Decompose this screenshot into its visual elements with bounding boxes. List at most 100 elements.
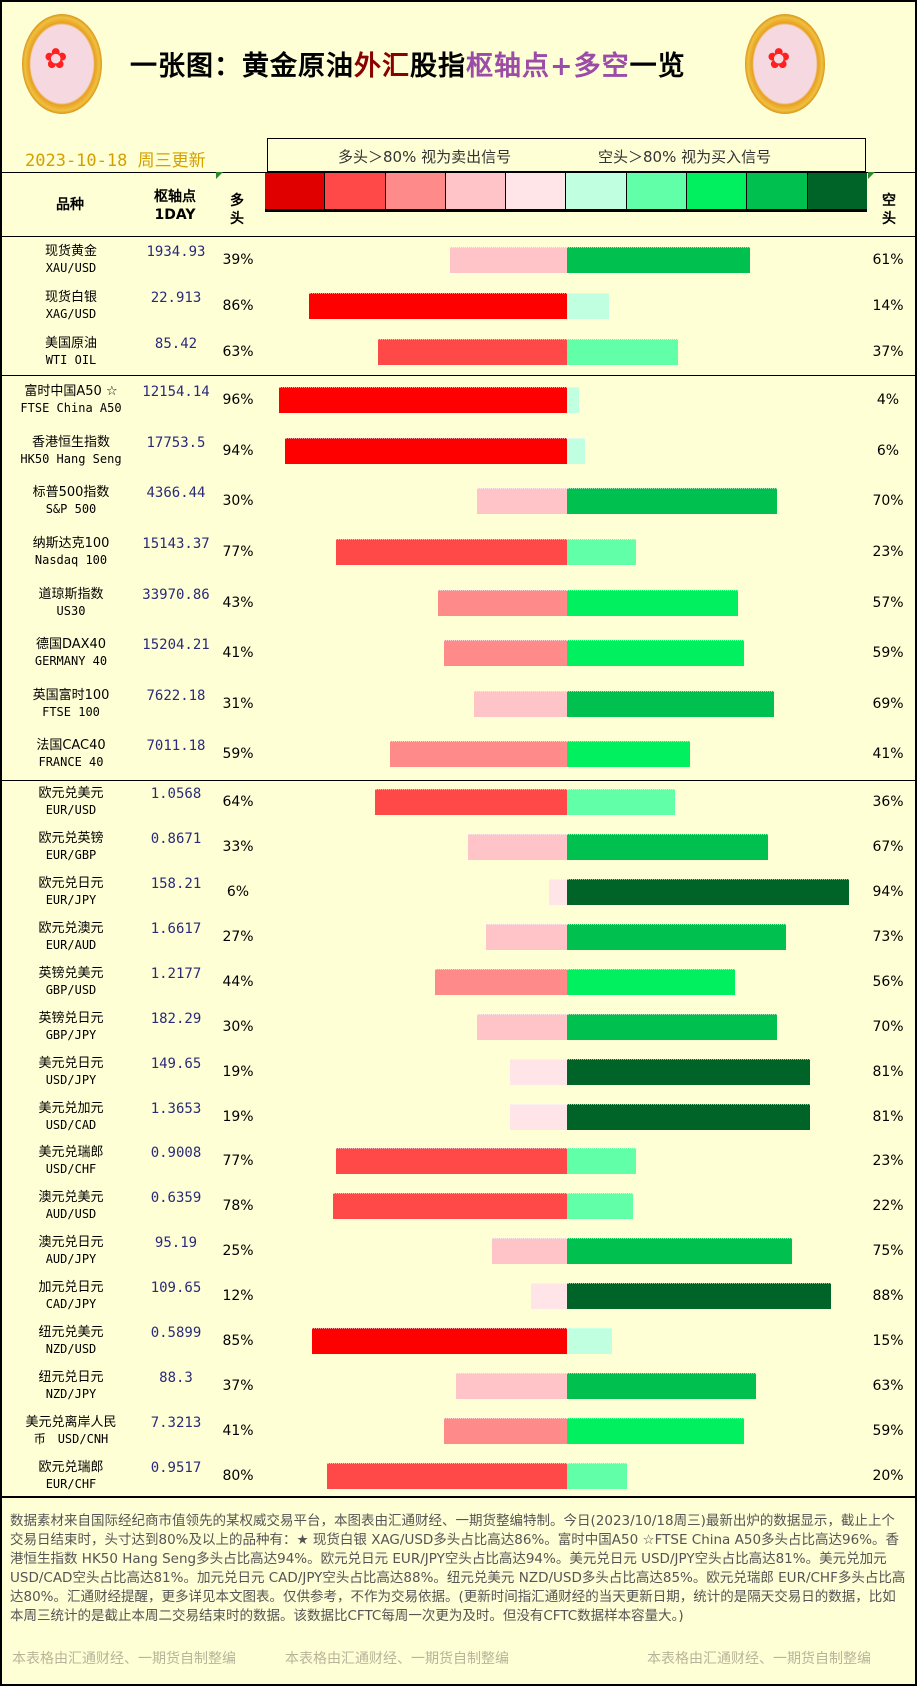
long-bar <box>309 293 567 319</box>
logo-left: ✿ <box>22 14 102 114</box>
short-percent: 36% <box>872 794 904 811</box>
instrument-name: 美元兑加元 USD/CAD <box>8 1100 134 1134</box>
short-bar <box>567 968 735 995</box>
short-percent: 70% <box>872 1018 904 1035</box>
pivot-value: 7622.18 <box>146 687 206 704</box>
long-percent: 33% <box>222 839 254 856</box>
instrument-name: 道琼斯指数 US30 <box>8 586 134 620</box>
long-bar <box>531 1283 567 1310</box>
instrument-en: EUR/AUD <box>45 937 97 952</box>
long-percent: 39% <box>222 252 254 268</box>
short-percent: 63% <box>872 1377 904 1394</box>
short-percent: 56% <box>872 973 904 990</box>
divider <box>0 236 917 237</box>
group-divider <box>0 375 917 376</box>
legend-short: 空头＞80% 视为买入信号 <box>598 148 772 166</box>
instrument-name: 澳元兑美元 AUD/USD <box>8 1189 134 1223</box>
instrument-en: Nasdaq 100 <box>34 553 108 568</box>
table-row: 纳斯达克100 Nasdaq 100 15143.37 77% 23% <box>0 527 917 578</box>
table-row: 法国CAC40 FRANCE 40 7011.18 59% 41% <box>0 729 917 780</box>
instrument-cn: 美元兑瑞郎 <box>38 1145 104 1161</box>
pivot-value: 95.19 <box>154 1235 198 1252</box>
pivot-value: 85.42 <box>154 336 198 352</box>
long-percent: 30% <box>222 493 254 510</box>
pivot-value: 12154.14 <box>142 384 210 401</box>
long-percent: 43% <box>222 594 254 611</box>
instrument-en: S&P 500 <box>45 502 97 517</box>
instrument-cn: 纽元兑日元 <box>38 1369 104 1385</box>
table-row: 澳元兑日元 AUD/JPY 95.19 25% 75% <box>0 1229 917 1274</box>
instrument-en: GBP/JPY <box>45 1027 97 1042</box>
instrument-en: GERMANY 40 <box>34 654 108 669</box>
short-bar <box>567 1103 810 1130</box>
short-bar <box>567 741 690 768</box>
instrument-name: 纽元兑日元 NZD/JPY <box>8 1369 134 1403</box>
color-swatch <box>324 173 385 209</box>
title-part: 一张图：黄金原油 <box>130 51 354 82</box>
instrument-name: 美国原油 WTI OIL <box>8 335 134 369</box>
table-row: 香港恒生指数 HK50 Hang Seng 17753.5 94% 6% <box>0 426 917 477</box>
logo-right: ✿ <box>745 14 825 114</box>
short-percent: 81% <box>872 1063 904 1080</box>
instrument-cn: 澳元兑日元 <box>38 1235 104 1251</box>
instrument-cn: 美元兑离岸人民 <box>25 1414 117 1430</box>
long-bar <box>549 879 567 906</box>
instrument-en: US30 <box>56 603 86 618</box>
short-percent: 23% <box>872 544 904 561</box>
flower-icon: ✿ <box>767 42 791 75</box>
instrument-cn: 现货白银 <box>44 290 97 305</box>
instrument-cn: 欧元兑日元 <box>38 876 104 892</box>
long-bar <box>327 1462 567 1489</box>
long-percent: 19% <box>222 1063 254 1080</box>
color-scale <box>265 173 867 212</box>
long-bar <box>336 539 567 566</box>
long-percent: 78% <box>222 1198 254 1215</box>
instrument-en: 币 USD/CNH <box>33 1431 109 1446</box>
instrument-en: NZD/USD <box>45 1342 97 1357</box>
long-bar <box>492 1238 567 1265</box>
short-percent: 94% <box>872 884 904 901</box>
instrument-en: AUD/USD <box>45 1207 97 1222</box>
long-bar <box>378 339 567 365</box>
pivot-value: 182.29 <box>150 1010 202 1027</box>
header-pivot: 枢轴点 1DAY <box>135 188 215 224</box>
long-percent: 94% <box>222 442 254 459</box>
instrument-cn: 道琼斯指数 <box>38 586 104 602</box>
credit-text: 本表格由汇通财经、一期货自制整编 <box>647 1651 871 1667</box>
table-row: 英镑兑日元 GBP/JPY 182.29 30% 70% <box>0 1004 917 1049</box>
short-bar <box>567 589 738 616</box>
long-bar <box>435 968 567 995</box>
flower-icon: ✿ <box>44 42 68 75</box>
long-percent: 86% <box>222 298 254 314</box>
instrument-en: FTSE China A50 <box>20 401 122 416</box>
instrument-cn: 欧元兑美元 <box>38 786 104 802</box>
long-bar <box>510 1103 567 1130</box>
instrument-en: FRANCE 40 <box>38 755 104 770</box>
instrument-en: FTSE 100 <box>42 704 100 719</box>
pivot-value: 1.6617 <box>150 920 202 937</box>
pivot-value: 88.3 <box>159 1369 193 1386</box>
instrument-en: HK50 Hang Seng <box>20 451 122 466</box>
color-swatch <box>384 173 445 209</box>
short-bar <box>567 293 609 319</box>
instrument-cn: 美元兑日元 <box>38 1055 104 1071</box>
instrument-cn: 纽元兑美元 <box>38 1325 104 1341</box>
instrument-cn: 欧元兑澳元 <box>38 920 104 936</box>
table-row: 富时中国A50 ☆ FTSE China A50 12154.14 96% 4% <box>0 375 917 426</box>
header-long: 多头 <box>230 193 244 227</box>
table-row: 澳元兑美元 AUD/USD 0.6359 78% 22% <box>0 1184 917 1229</box>
short-percent: 88% <box>872 1288 904 1305</box>
short-percent: 69% <box>872 695 904 712</box>
long-percent: 19% <box>222 1108 254 1125</box>
instrument-en: GBP/USD <box>45 982 97 997</box>
short-percent: 23% <box>872 1153 904 1170</box>
short-bar <box>567 437 585 464</box>
instrument-cn: 德国DAX40 <box>35 637 107 653</box>
table-row: 纽元兑日元 NZD/JPY 88.3 37% 63% <box>0 1364 917 1409</box>
table-row: 美元兑日元 USD/JPY 149.65 19% 81% <box>0 1049 917 1094</box>
table-row: 美元兑瑞郎 USD/CHF 0.9008 77% 23% <box>0 1139 917 1184</box>
comment-marker-icon <box>216 172 223 179</box>
short-bar <box>567 1283 831 1310</box>
pivot-value: 0.9517 <box>150 1459 202 1476</box>
long-bar <box>390 741 567 768</box>
